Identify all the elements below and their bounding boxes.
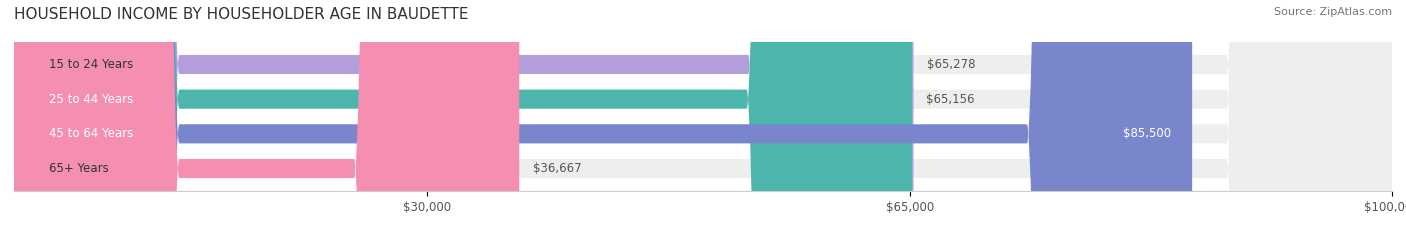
Text: Source: ZipAtlas.com: Source: ZipAtlas.com [1274, 7, 1392, 17]
Text: 25 to 44 Years: 25 to 44 Years [48, 93, 132, 106]
FancyBboxPatch shape [14, 0, 1192, 233]
FancyBboxPatch shape [14, 0, 519, 233]
Text: $85,500: $85,500 [1123, 127, 1171, 140]
Text: $36,667: $36,667 [533, 162, 582, 175]
FancyBboxPatch shape [14, 0, 1392, 233]
FancyBboxPatch shape [14, 0, 912, 233]
FancyBboxPatch shape [14, 0, 1392, 233]
FancyBboxPatch shape [14, 0, 1392, 233]
Text: 15 to 24 Years: 15 to 24 Years [48, 58, 132, 71]
FancyBboxPatch shape [14, 0, 1392, 233]
Text: 65+ Years: 65+ Years [48, 162, 108, 175]
Text: HOUSEHOLD INCOME BY HOUSEHOLDER AGE IN BAUDETTE: HOUSEHOLD INCOME BY HOUSEHOLDER AGE IN B… [14, 7, 468, 22]
Text: $65,278: $65,278 [928, 58, 976, 71]
Text: $65,156: $65,156 [925, 93, 974, 106]
Text: 45 to 64 Years: 45 to 64 Years [48, 127, 132, 140]
FancyBboxPatch shape [14, 0, 914, 233]
